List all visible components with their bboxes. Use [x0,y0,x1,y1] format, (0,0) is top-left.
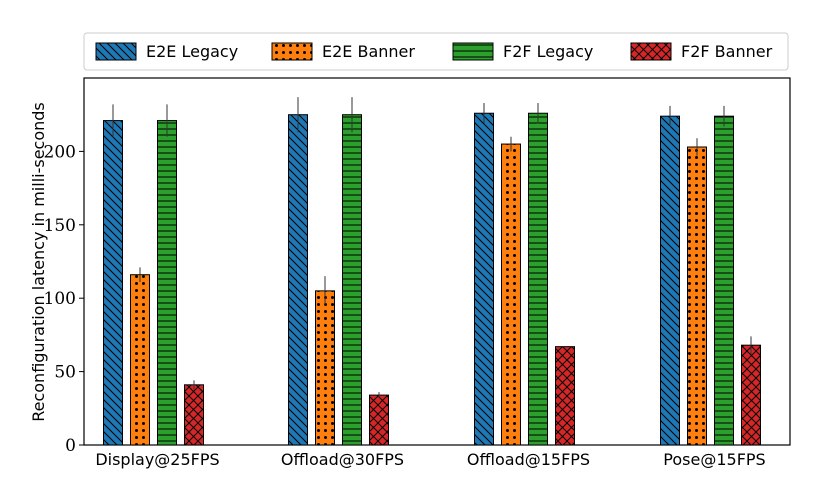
legend: E2E Legacy E2E Banner F2F Legacy F2F Banner [83,32,789,71]
y-tick-label: 100 [44,289,76,309]
legend-swatch [95,42,137,61]
legend-swatch [452,42,494,61]
bars [103,97,761,446]
x-tick-label: Display@25FPS [95,450,219,469]
bar-f2f-banner [369,394,389,446]
bar-f2f-legacy [157,120,177,446]
legend-label: E2E Legacy [146,42,238,61]
y-tick-label: 200 [44,142,76,162]
legend-label: E2E Banner [322,42,415,61]
bar-e2e-banner [315,290,335,446]
bar-e2e-banner [687,146,707,446]
bar-f2f-legacy [528,112,548,446]
y-tick-label: 0 [65,436,76,456]
x-tick-label: Pose@15FPS [663,450,765,469]
legend-frame [83,32,789,71]
legend-swatch [271,42,313,61]
plot-frame [83,77,791,446]
bar-e2e-legacy [103,120,123,446]
legend-swatch [630,42,672,61]
bar-f2f-legacy [714,115,734,446]
y-tick-label: 150 [44,216,76,236]
y-tick-label: 50 [54,363,76,383]
x-axis: Display@25FPS Offload@30FPS Offload@15FPS P… [95,450,765,469]
bar-e2e-banner [501,143,521,446]
bar-e2e-legacy [288,114,308,446]
x-tick-label: Offload@15FPS [467,450,590,469]
bar-f2f-legacy [342,114,362,446]
y-axis: 0 50 100 150 200 [44,142,84,456]
bar-e2e-legacy [474,112,494,446]
bar-e2e-legacy [660,115,680,446]
y-axis-title: Reconfiguration latency in milli-seconds [29,102,48,422]
bar-f2f-banner [555,346,575,446]
bar-f2f-banner [741,344,761,446]
bar-e2e-banner [130,274,150,446]
legend-label: F2F Banner [681,42,773,61]
x-tick-label: Offload@30FPS [281,450,404,469]
legend-label: F2F Legacy [503,42,593,61]
bar-f2f-banner [184,384,204,446]
